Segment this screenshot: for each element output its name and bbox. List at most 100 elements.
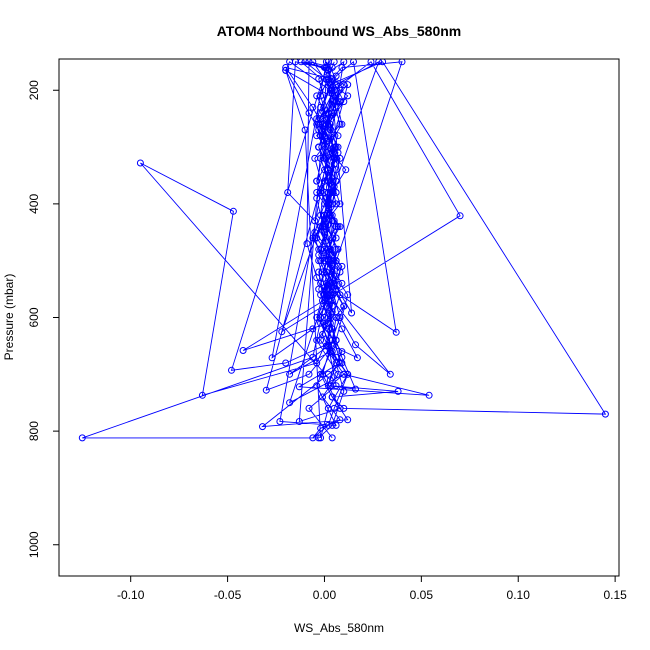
data-point (332, 143, 340, 151)
x-axis-label: WS_Abs_580nm (294, 621, 384, 635)
data-point (332, 81, 340, 89)
data-point (278, 328, 286, 336)
data-point (336, 98, 344, 106)
data-layer (78, 59, 609, 442)
data-point (334, 245, 342, 253)
data-point (330, 109, 338, 117)
data-point (322, 268, 330, 276)
data-point (326, 382, 334, 390)
data-point (324, 166, 332, 174)
data-point (311, 217, 319, 225)
data-point (326, 279, 334, 287)
y-tick-label: 400 (27, 194, 41, 214)
data-point (291, 59, 299, 66)
data-point (326, 319, 334, 327)
data-point (311, 234, 319, 242)
data-point (324, 382, 332, 390)
data-point (315, 143, 323, 151)
data-point (324, 177, 332, 185)
data-point (336, 86, 344, 94)
data-point (276, 418, 284, 425)
data-point (336, 223, 344, 231)
data-point (379, 59, 387, 66)
data-point (330, 279, 338, 287)
data-point (322, 342, 330, 350)
data-point (353, 354, 361, 362)
data-point (309, 103, 317, 111)
data-point (317, 211, 325, 219)
data-point (322, 302, 330, 310)
data-point (313, 92, 321, 100)
data-point (328, 421, 336, 429)
data-point (315, 434, 323, 442)
data-point (330, 160, 338, 168)
data-point (282, 64, 290, 71)
data-point (317, 319, 325, 327)
data-point (330, 59, 338, 66)
data-point (198, 391, 206, 399)
x-axis: -0.10 -0.05 0.00 0.05 0.10 0.15 (117, 576, 627, 602)
data-point (309, 353, 317, 361)
data-point (313, 194, 321, 202)
data-point (375, 59, 383, 66)
data-point (315, 75, 323, 83)
data-point (386, 370, 394, 378)
x-tick-label: -0.05 (214, 588, 242, 602)
data-point (328, 98, 336, 106)
data-point (313, 177, 321, 185)
data-point (324, 257, 332, 265)
data-point (328, 234, 336, 242)
y-axis-label: Pressure (mbar) (2, 274, 16, 361)
data-point (317, 132, 325, 140)
data-point (324, 200, 332, 208)
data-point (324, 404, 332, 412)
data-point (340, 81, 348, 89)
data-point (305, 109, 313, 117)
data-point (317, 424, 325, 432)
data-point (309, 325, 317, 333)
data-point (228, 366, 235, 374)
data-point (344, 81, 352, 89)
data-point (332, 234, 340, 242)
data-point (340, 404, 348, 412)
data-point (340, 59, 348, 66)
data-point (239, 347, 247, 354)
y-tick-label: 800 (27, 421, 41, 441)
data-point (367, 59, 375, 66)
data-point (229, 207, 237, 215)
data-point (321, 211, 328, 219)
x-tick-label: 0.15 (603, 588, 627, 602)
data-point (398, 59, 406, 66)
data-point (336, 120, 344, 128)
data-point (336, 314, 344, 321)
data-point (332, 98, 340, 106)
data-point (328, 89, 336, 97)
data-point (336, 404, 344, 412)
data-point (322, 285, 330, 293)
data-point (78, 434, 86, 442)
data-point (317, 434, 325, 442)
data-point (328, 434, 336, 442)
data-point (321, 228, 328, 236)
data-point (324, 421, 332, 429)
data-point (328, 393, 336, 401)
data-point (317, 189, 325, 196)
data-point (340, 387, 348, 395)
data-point (332, 336, 340, 344)
data-point (352, 341, 359, 349)
data-point (324, 75, 332, 83)
data-point (328, 279, 336, 287)
data-point (262, 386, 270, 394)
data-point (295, 418, 303, 425)
data-point (326, 348, 334, 356)
data-point (303, 240, 311, 248)
data-point (282, 359, 290, 367)
data-point (324, 189, 332, 196)
data-point (282, 66, 290, 74)
data-point (332, 72, 340, 80)
data-point (340, 302, 348, 310)
data-point (319, 297, 326, 304)
data-point (342, 166, 350, 174)
data-point (340, 370, 348, 378)
data-point (328, 200, 336, 208)
